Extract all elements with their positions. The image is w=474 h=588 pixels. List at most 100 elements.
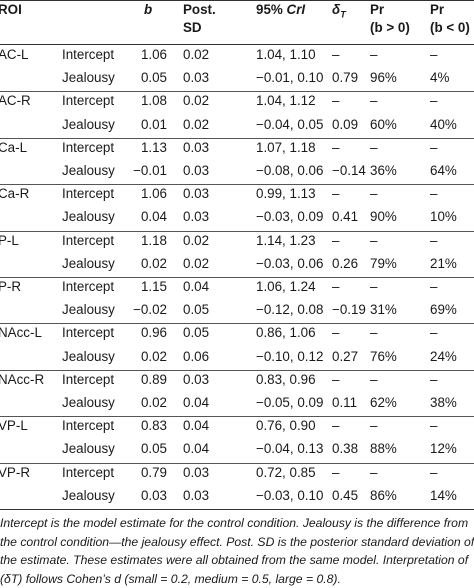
roi-cell: NAcc-L [0,325,42,341]
term-cell: Jealousy [62,117,115,133]
term-cell: Intercept [62,233,114,249]
pr-neg-cell: 24% [430,349,457,365]
term-cell: Intercept [62,140,114,156]
pr-pos-cell: – [370,186,377,202]
delta-cell: 0.45 [332,488,358,504]
b-cell: 1.13 [141,140,167,156]
pr-neg-cell: 69% [430,302,457,318]
pr-neg-cell: – [430,325,437,341]
b-cell: 0.04 [141,209,167,225]
pr-neg-cell: 38% [430,395,457,411]
roi-cell: Ca-R [0,186,29,202]
term-cell: Jealousy [62,441,115,457]
roi-cell: P-R [0,279,21,295]
term-cell: Jealousy [62,395,115,411]
delta-cell: – [332,418,339,434]
pr-pos-cell: – [370,279,377,295]
b-cell: 0.79 [141,465,167,481]
delta-cell: – [332,233,339,249]
b-cell: −0.01 [133,163,167,179]
delta-cell: – [332,279,339,295]
b-cell: 1.08 [141,93,167,109]
roi-cell: AC-L [0,47,29,63]
group-rule [0,323,474,324]
ci-cell: −0.03, 0.09 [256,209,323,225]
post-sd-cell: 0.03 [183,209,209,225]
delta-cell: 0.41 [332,209,358,225]
post-sd-cell: 0.04 [183,395,209,411]
pr-neg-cell: – [430,140,437,156]
pr-neg-cell: – [430,372,437,388]
header-roi: ROI [0,2,22,18]
post-sd-cell: 0.02 [183,233,209,249]
roi-cell: NAcc-R [0,372,44,388]
header-pr-pos-line1: Pr [370,2,384,18]
pr-pos-cell: 86% [370,488,397,504]
term-cell: Jealousy [62,349,115,365]
delta-cell: – [332,465,339,481]
table-bottom-rule [0,509,474,510]
delta-cell: – [332,47,339,63]
term-cell: Jealousy [62,256,115,272]
pr-pos-cell: – [370,372,377,388]
header-delta: δT [332,2,346,23]
b-cell: 0.89 [141,372,167,388]
delta-cell: 0.11 [332,395,357,411]
pr-neg-cell: 12% [430,441,457,457]
post-sd-cell: 0.04 [183,418,209,434]
post-sd-cell: 0.03 [183,70,209,86]
pr-pos-cell: – [370,93,377,109]
ci-cell: −0.12, 0.08 [256,302,323,318]
pr-pos-cell: – [370,418,377,434]
pr-neg-cell: 14% [430,488,457,504]
pr-neg-cell: – [430,279,437,295]
delta-cell: 0.26 [332,256,358,272]
post-sd-cell: 0.04 [183,441,209,457]
group-rule [0,416,474,417]
term-cell: Intercept [62,372,114,388]
pr-neg-cell: 10% [430,209,457,225]
pr-pos-cell: 79% [370,256,397,272]
pr-pos-cell: 36% [370,163,397,179]
post-sd-cell: 0.05 [183,325,209,341]
term-cell: Jealousy [62,488,115,504]
post-sd-cell: 0.02 [183,256,209,272]
delta-cell: – [332,140,339,156]
footnote-line: Intercept is the model estimate for the … [0,514,474,533]
ci-cell: 0.83, 0.96 [256,372,316,388]
ci-cell: −0.08, 0.06 [256,163,323,179]
pr-pos-cell: – [370,140,377,156]
pr-neg-cell: – [430,418,437,434]
b-cell: 0.02 [141,256,167,272]
ci-cell: 1.14, 1.23 [256,233,316,249]
roi-cell: P-L [0,233,19,249]
delta-cell: 0.27 [332,349,358,365]
pr-pos-cell: 96% [370,70,397,86]
ci-cell: 0.99, 1.13 [256,186,316,202]
term-cell: Jealousy [62,302,115,318]
b-cell: 0.05 [141,70,167,86]
post-sd-cell: 0.03 [183,488,209,504]
pr-neg-cell: – [430,47,437,63]
post-sd-cell: 0.03 [183,163,209,179]
ci-cell: 1.04, 1.12 [256,93,316,109]
b-cell: 1.18 [141,233,167,249]
group-rule [0,184,474,185]
group-rule [0,138,474,139]
post-sd-cell: 0.02 [183,93,209,109]
roi-cell: VP-L [0,418,28,434]
term-cell: Jealousy [62,70,115,86]
pr-neg-cell: – [430,93,437,109]
pr-pos-cell: 76% [370,349,397,365]
table-top-rule [0,0,474,1]
group-rule [0,231,474,232]
term-cell: Intercept [62,465,114,481]
post-sd-cell: 0.03 [183,140,209,156]
ci-cell: 0.72, 0.85 [256,465,316,481]
ci-cell: −0.04, 0.05 [256,117,323,133]
pr-pos-cell: – [370,465,377,481]
b-cell: 0.01 [141,117,167,133]
delta-cell: −0.14 [332,163,366,179]
ci-cell: 1.07, 1.18 [256,140,316,156]
header-delta-symbol: δ [332,2,340,17]
